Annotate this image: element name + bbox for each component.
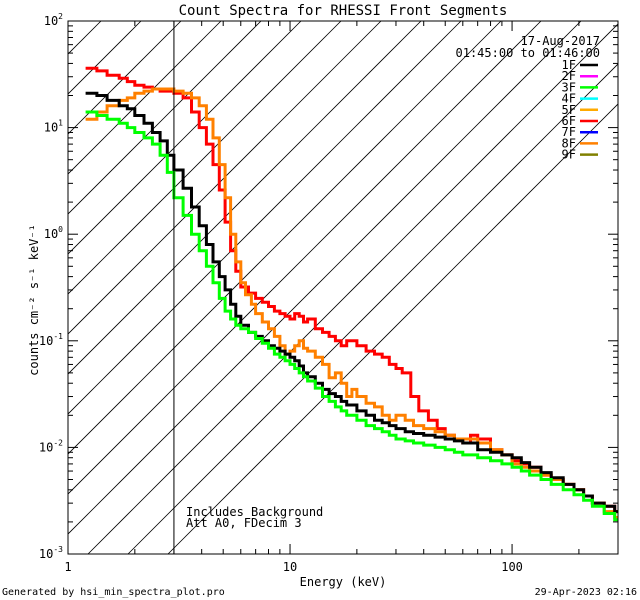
x-axis-label: Energy (keV) xyxy=(300,575,387,589)
legend-label: 1F xyxy=(562,58,576,72)
annotation-background: Includes Background xyxy=(186,505,323,519)
hatch-line xyxy=(68,21,302,255)
hatch-line xyxy=(68,21,262,215)
hatch-line xyxy=(68,21,422,375)
y-tick-label: 10-1 xyxy=(39,332,63,348)
legend-label: 6F xyxy=(562,114,576,128)
hatch-line xyxy=(68,21,462,415)
legend-label: 8F xyxy=(562,136,576,150)
legend-label: 7F xyxy=(562,125,576,139)
hatch-line xyxy=(68,21,382,335)
footer-timestamp: 29-Apr-2023 02:16 xyxy=(535,587,637,598)
legend-label: 2F xyxy=(562,69,576,83)
legend-label: 9F xyxy=(562,148,576,162)
series-line-8f xyxy=(85,87,618,519)
hatch-line xyxy=(127,63,618,554)
x-tick-label: 10 xyxy=(283,560,297,574)
hatch-line xyxy=(87,23,618,554)
date-label: 17-Aug-2017 xyxy=(521,34,600,48)
chart-title: Count Spectra for RHESSI Front Segments xyxy=(179,3,508,19)
y-tick-label: 101 xyxy=(44,119,63,135)
series-layer xyxy=(85,66,618,522)
y-axis-label: counts cm⁻² s⁻¹ keV⁻¹ xyxy=(27,224,41,376)
hatch-line xyxy=(68,21,582,535)
y-axis: 10-3 10-2 10-1 100 101 102 xyxy=(39,12,618,561)
legend-label: 4F xyxy=(562,92,576,106)
hatch-line xyxy=(68,21,102,55)
series-line-3f xyxy=(85,110,618,522)
y-tick-label: 10-2 xyxy=(39,438,63,454)
hatch-line xyxy=(68,21,342,295)
hatch-line xyxy=(68,21,502,455)
hatch-line xyxy=(167,103,618,554)
x-tick-label: 100 xyxy=(501,560,523,574)
y-tick-label: 100 xyxy=(44,225,63,241)
excluded-energy-hatch xyxy=(68,21,618,554)
hatch-line xyxy=(68,21,542,495)
time-range-label: 01:45:00 to 01:46:00 xyxy=(456,46,601,60)
plot-frame xyxy=(67,20,619,555)
y-tick-label: 102 xyxy=(44,12,63,28)
legend-label: 5F xyxy=(562,103,576,117)
x-axis: 1 10 100 xyxy=(64,21,619,574)
hatch-line xyxy=(68,21,182,135)
y-tick-label: 10-3 xyxy=(39,545,63,561)
footer-generated-by: Generated by hsi_min_spectra_plot.pro xyxy=(2,587,225,598)
annotation-attenuator: Att A0, FDecim 3 xyxy=(186,516,302,530)
legend-label: 3F xyxy=(562,80,576,94)
x-tick-label: 1 xyxy=(64,560,71,574)
